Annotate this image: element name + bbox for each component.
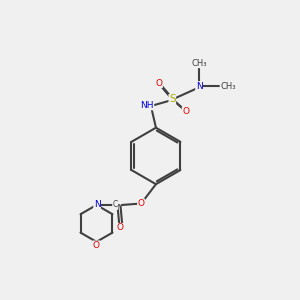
Text: C: C xyxy=(112,200,118,209)
Text: O: O xyxy=(93,241,100,250)
Text: O: O xyxy=(155,79,162,88)
Text: CH₃: CH₃ xyxy=(220,82,236,91)
Text: CH₃: CH₃ xyxy=(191,59,207,68)
Text: N: N xyxy=(94,200,100,209)
Text: O: O xyxy=(138,199,145,208)
Text: S: S xyxy=(169,94,175,104)
Text: O: O xyxy=(182,107,189,116)
Text: N: N xyxy=(196,82,202,91)
Text: O: O xyxy=(117,224,124,232)
Text: NH: NH xyxy=(140,101,154,110)
